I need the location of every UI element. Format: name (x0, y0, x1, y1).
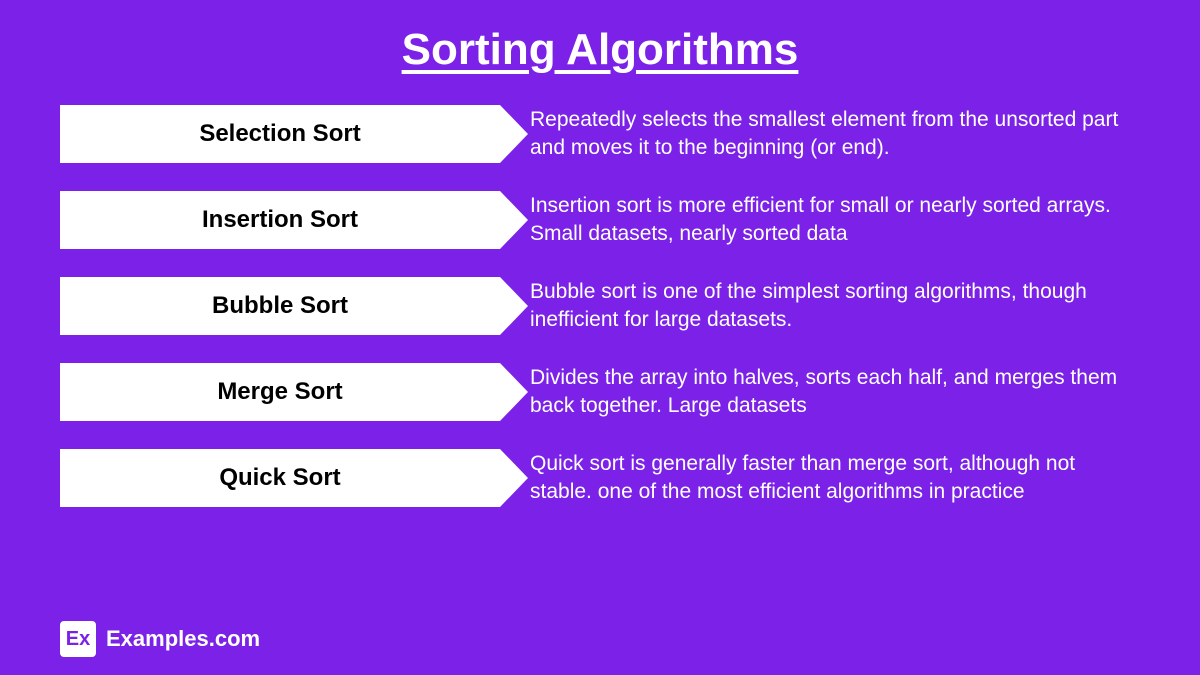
list-item: Quick Sort Quick sort is generally faste… (60, 449, 1140, 507)
algorithm-list: Selection Sort Repeatedly selects the sm… (60, 105, 1140, 507)
list-item: Merge Sort Divides the array into halves… (60, 363, 1140, 421)
arrow-box: Bubble Sort (60, 277, 500, 335)
arrow-box: Quick Sort (60, 449, 500, 507)
algorithm-description: Divides the array into halves, sorts eac… (530, 364, 1140, 421)
algorithm-name: Selection Sort (199, 120, 360, 148)
algorithm-name: Insertion Sort (202, 206, 358, 234)
algorithm-description: Bubble sort is one of the simplest sorti… (530, 278, 1140, 335)
arrow-box: Insertion Sort (60, 191, 500, 249)
footer: Ex Examples.com (60, 621, 260, 657)
infographic-container: Sorting Algorithms Selection Sort Repeat… (0, 0, 1200, 675)
algorithm-name: Quick Sort (219, 464, 340, 492)
footer-site: Examples.com (106, 626, 260, 652)
algorithm-description: Insertion sort is more efficient for sma… (530, 192, 1140, 249)
page-title: Sorting Algorithms (60, 25, 1140, 75)
arrow-box: Selection Sort (60, 105, 500, 163)
list-item: Selection Sort Repeatedly selects the sm… (60, 105, 1140, 163)
algorithm-description: Quick sort is generally faster than merg… (530, 450, 1140, 507)
arrow-box: Merge Sort (60, 363, 500, 421)
algorithm-name: Bubble Sort (212, 292, 348, 320)
list-item: Bubble Sort Bubble sort is one of the si… (60, 277, 1140, 335)
algorithm-description: Repeatedly selects the smallest element … (530, 106, 1140, 163)
algorithm-name: Merge Sort (217, 378, 342, 406)
logo-icon: Ex (60, 621, 96, 657)
list-item: Insertion Sort Insertion sort is more ef… (60, 191, 1140, 249)
logo-text: Ex (66, 628, 90, 651)
